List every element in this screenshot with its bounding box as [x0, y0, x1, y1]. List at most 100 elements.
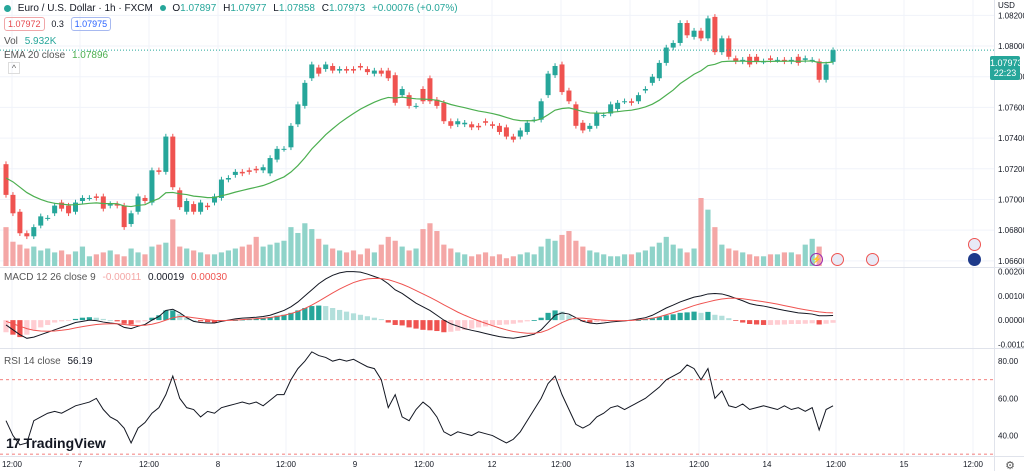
candle-body: [142, 197, 148, 202]
volume-bar: [712, 227, 718, 266]
macd-histogram-bar: [128, 320, 134, 325]
volume-legend[interactable]: Vol 5.932K: [4, 36, 60, 47]
ema-legend[interactable]: EMA 20 close 1.07896: [4, 50, 112, 61]
volume-bar: [489, 256, 496, 266]
candle-body: [510, 136, 516, 140]
volume-bar: [670, 244, 676, 266]
candle-body: [413, 105, 419, 107]
macd-histogram-bar: [100, 318, 106, 321]
candle-body: [496, 125, 502, 132]
volume-bar: [552, 240, 558, 266]
candle-body: [24, 233, 30, 237]
bid-button[interactable]: 1.07972: [4, 17, 45, 31]
macd-tick-label: 0.00000: [998, 316, 1024, 325]
volume-bar: [441, 244, 447, 266]
macd-histogram-bar: [767, 320, 774, 325]
candle-body: [260, 167, 266, 171]
rsi-value: 56.19: [67, 356, 93, 367]
volume-bar: [135, 252, 141, 266]
candle-body: [441, 102, 447, 122]
ask-button[interactable]: 1.07975: [70, 17, 112, 31]
macd-histogram-bar: [31, 320, 37, 330]
us-flag-event-icon[interactable]: [866, 253, 879, 266]
candle-body: [726, 38, 732, 57]
symbol-title[interactable]: Euro / U.S. Dollar · 1h · FXCM: [17, 3, 153, 14]
candle-body: [768, 58, 773, 60]
collapse-legend-icon[interactable]: ^: [8, 62, 20, 74]
price-tick-label: 1.06800: [998, 226, 1024, 235]
macd-histogram-bar: [448, 320, 454, 332]
candle-body: [601, 115, 607, 117]
eu-flag-axis-icon[interactable]: [968, 253, 981, 266]
macd-histogram-bar: [559, 311, 565, 321]
candle-body: [114, 204, 120, 206]
volume-bar: [621, 254, 628, 266]
macd-histogram-bar: [253, 318, 259, 321]
volume-bar: [337, 250, 343, 266]
macd-histogram-bar: [635, 320, 642, 321]
volume-bar: [642, 250, 648, 266]
us-flag-event-icon[interactable]: [831, 253, 844, 266]
macd-histogram-bar: [149, 317, 155, 321]
candle-body: [816, 61, 822, 80]
macd-histogram-bar: [24, 320, 30, 335]
volume-bar: [448, 248, 454, 266]
macd-histogram-bar: [413, 320, 419, 329]
macd-histogram-bar: [45, 320, 51, 325]
candle-body: [580, 122, 586, 131]
candle-body: [420, 89, 426, 102]
volume-bar: [406, 250, 412, 266]
price-tick-label: 1.06600: [998, 257, 1024, 266]
candle-body: [629, 101, 634, 103]
candle-body: [615, 102, 621, 109]
open-label: O: [172, 3, 181, 14]
rsi-legend[interactable]: RSI 14 close 56.19: [4, 356, 97, 367]
macd-histogram-bar: [191, 320, 197, 321]
volume-bar: [587, 250, 593, 266]
macd-histogram-bar: [656, 316, 662, 321]
candle-body: [246, 170, 252, 172]
macd-histogram-bar: [309, 306, 315, 321]
candle-body: [385, 70, 391, 79]
volume-bar: [531, 254, 537, 266]
macd-histogram-bar: [649, 318, 655, 321]
macd-histogram-bar: [496, 320, 503, 325]
volume-bar: [684, 252, 690, 266]
volume-bar: [538, 246, 544, 266]
volume-bar: [170, 219, 176, 266]
candle-body: [503, 127, 509, 137]
volume-bar: [476, 254, 482, 266]
candle-body: [337, 69, 343, 71]
macd-histogram-bar: [733, 320, 739, 321]
macd-histogram-bar: [330, 308, 336, 321]
candle-body: [323, 64, 329, 70]
market-status-icon: [159, 5, 166, 12]
macd-legend[interactable]: MACD 12 26 close 9 -0.00011 0.00019 0.00…: [4, 272, 231, 283]
volume-bar: [378, 244, 384, 266]
volume-bar: [232, 248, 238, 266]
candle-body: [66, 205, 72, 214]
current-price-tag: 1.07973 22:23: [990, 56, 1023, 80]
volume-bar: [482, 252, 489, 266]
candle-body: [52, 205, 58, 214]
settings-gear-icon[interactable]: ⚙: [1005, 460, 1015, 472]
tradingview-logo[interactable]: 17 TradingView: [6, 435, 106, 451]
macd-histogram-bar: [260, 318, 266, 321]
lightning-event-icon[interactable]: ⚡: [810, 253, 823, 266]
volume-bar: [795, 254, 801, 266]
us-flag-axis-icon[interactable]: [968, 238, 981, 251]
macd-histogram-bar: [489, 320, 496, 326]
macd-signal-value: 0.00030: [190, 272, 228, 283]
ema-label: EMA 20 close: [4, 50, 66, 61]
macd-histogram-bar: [59, 320, 65, 322]
macd-histogram-bar: [295, 310, 301, 321]
macd-histogram-bar: [642, 319, 648, 321]
close-value: 1.07973: [329, 3, 366, 14]
time-tick-label: 14: [763, 460, 772, 469]
candle-body: [656, 62, 662, 79]
macd-histogram-bar: [142, 320, 148, 322]
macd-histogram-bar: [420, 320, 426, 330]
macd-histogram-bar: [524, 320, 530, 322]
candle-body: [622, 101, 628, 103]
